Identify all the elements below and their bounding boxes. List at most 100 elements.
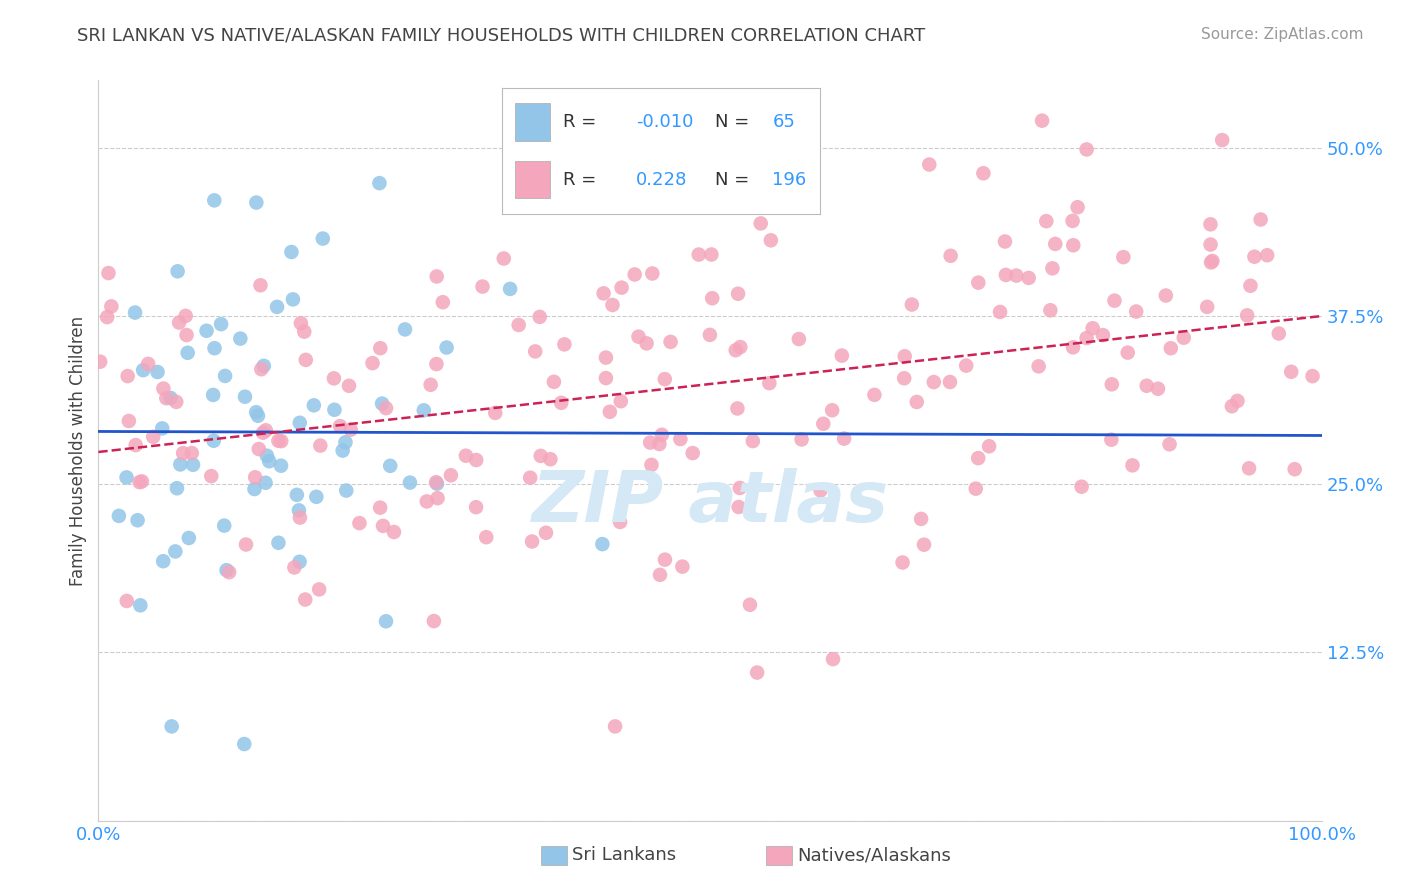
Point	[595, 351, 617, 365]
Point	[312, 231, 335, 245]
Point	[309, 439, 332, 453]
Point	[821, 403, 844, 417]
Point	[368, 500, 391, 515]
Point	[375, 614, 398, 628]
Point	[1062, 238, 1084, 252]
Point	[918, 157, 941, 171]
Point	[912, 538, 935, 552]
Point	[994, 268, 1017, 282]
Point	[233, 737, 256, 751]
Point	[1104, 293, 1126, 308]
Point	[610, 394, 633, 409]
Point	[117, 369, 139, 384]
Point	[1136, 378, 1159, 392]
Point	[893, 371, 915, 385]
Point	[1116, 345, 1139, 359]
Point	[955, 359, 977, 373]
Point	[863, 388, 886, 402]
Point	[100, 299, 122, 313]
Point	[1284, 462, 1306, 476]
Point	[939, 249, 962, 263]
Point	[246, 409, 269, 423]
Point	[165, 395, 187, 409]
Point	[550, 396, 572, 410]
Point	[699, 327, 721, 342]
Point	[280, 245, 302, 260]
Point	[1159, 437, 1181, 451]
Point	[524, 344, 547, 359]
Point	[893, 349, 915, 363]
Point	[671, 559, 693, 574]
Point	[595, 371, 617, 385]
Point	[499, 282, 522, 296]
Point	[166, 481, 188, 495]
Point	[115, 470, 138, 484]
Point	[540, 178, 562, 193]
Point	[249, 278, 271, 293]
Point	[1160, 341, 1182, 355]
Point	[302, 398, 325, 412]
Point	[440, 468, 463, 483]
Point	[423, 614, 446, 628]
Point	[534, 525, 557, 540]
Point	[988, 305, 1011, 319]
Point	[142, 430, 165, 444]
Point	[1091, 328, 1114, 343]
Point	[465, 453, 488, 467]
Point	[724, 343, 747, 358]
Point	[654, 552, 676, 566]
Point	[519, 471, 541, 485]
Point	[426, 476, 449, 491]
Point	[322, 371, 344, 385]
Point	[305, 490, 328, 504]
Point	[1154, 288, 1177, 302]
Point	[738, 598, 761, 612]
Point	[475, 530, 498, 544]
Point	[285, 488, 308, 502]
Point	[165, 544, 187, 558]
Point	[270, 458, 292, 473]
Point	[1236, 309, 1258, 323]
Text: ZIP atlas: ZIP atlas	[531, 467, 889, 537]
Point	[371, 519, 394, 533]
Point	[380, 458, 402, 473]
Point	[1081, 321, 1104, 335]
Point	[1031, 113, 1053, 128]
Point	[382, 524, 405, 539]
Point	[1076, 143, 1098, 157]
Point	[131, 475, 153, 489]
Point	[204, 341, 226, 355]
Point	[202, 434, 225, 448]
Point	[129, 599, 152, 613]
Point	[965, 482, 987, 496]
Point	[159, 391, 181, 405]
Point	[339, 423, 361, 437]
Point	[426, 269, 449, 284]
Point	[332, 443, 354, 458]
Point	[508, 318, 530, 332]
Point	[654, 372, 676, 386]
Point	[638, 435, 661, 450]
Point	[1173, 331, 1195, 345]
Point	[202, 194, 225, 208]
Point	[1018, 271, 1040, 285]
Point	[994, 235, 1017, 249]
Point	[177, 531, 200, 545]
Point	[529, 310, 551, 324]
Point	[253, 359, 276, 373]
Point	[215, 563, 238, 577]
Point	[603, 719, 626, 733]
Point	[96, 310, 118, 325]
Point	[212, 518, 235, 533]
Point	[1199, 255, 1222, 269]
Point	[118, 414, 141, 428]
Point	[288, 510, 311, 524]
Point	[1250, 212, 1272, 227]
Point	[124, 438, 146, 452]
Point	[759, 233, 782, 247]
Point	[243, 482, 266, 496]
Point	[229, 332, 252, 346]
Point	[288, 503, 311, 517]
Point	[108, 508, 131, 523]
Point	[243, 470, 266, 484]
